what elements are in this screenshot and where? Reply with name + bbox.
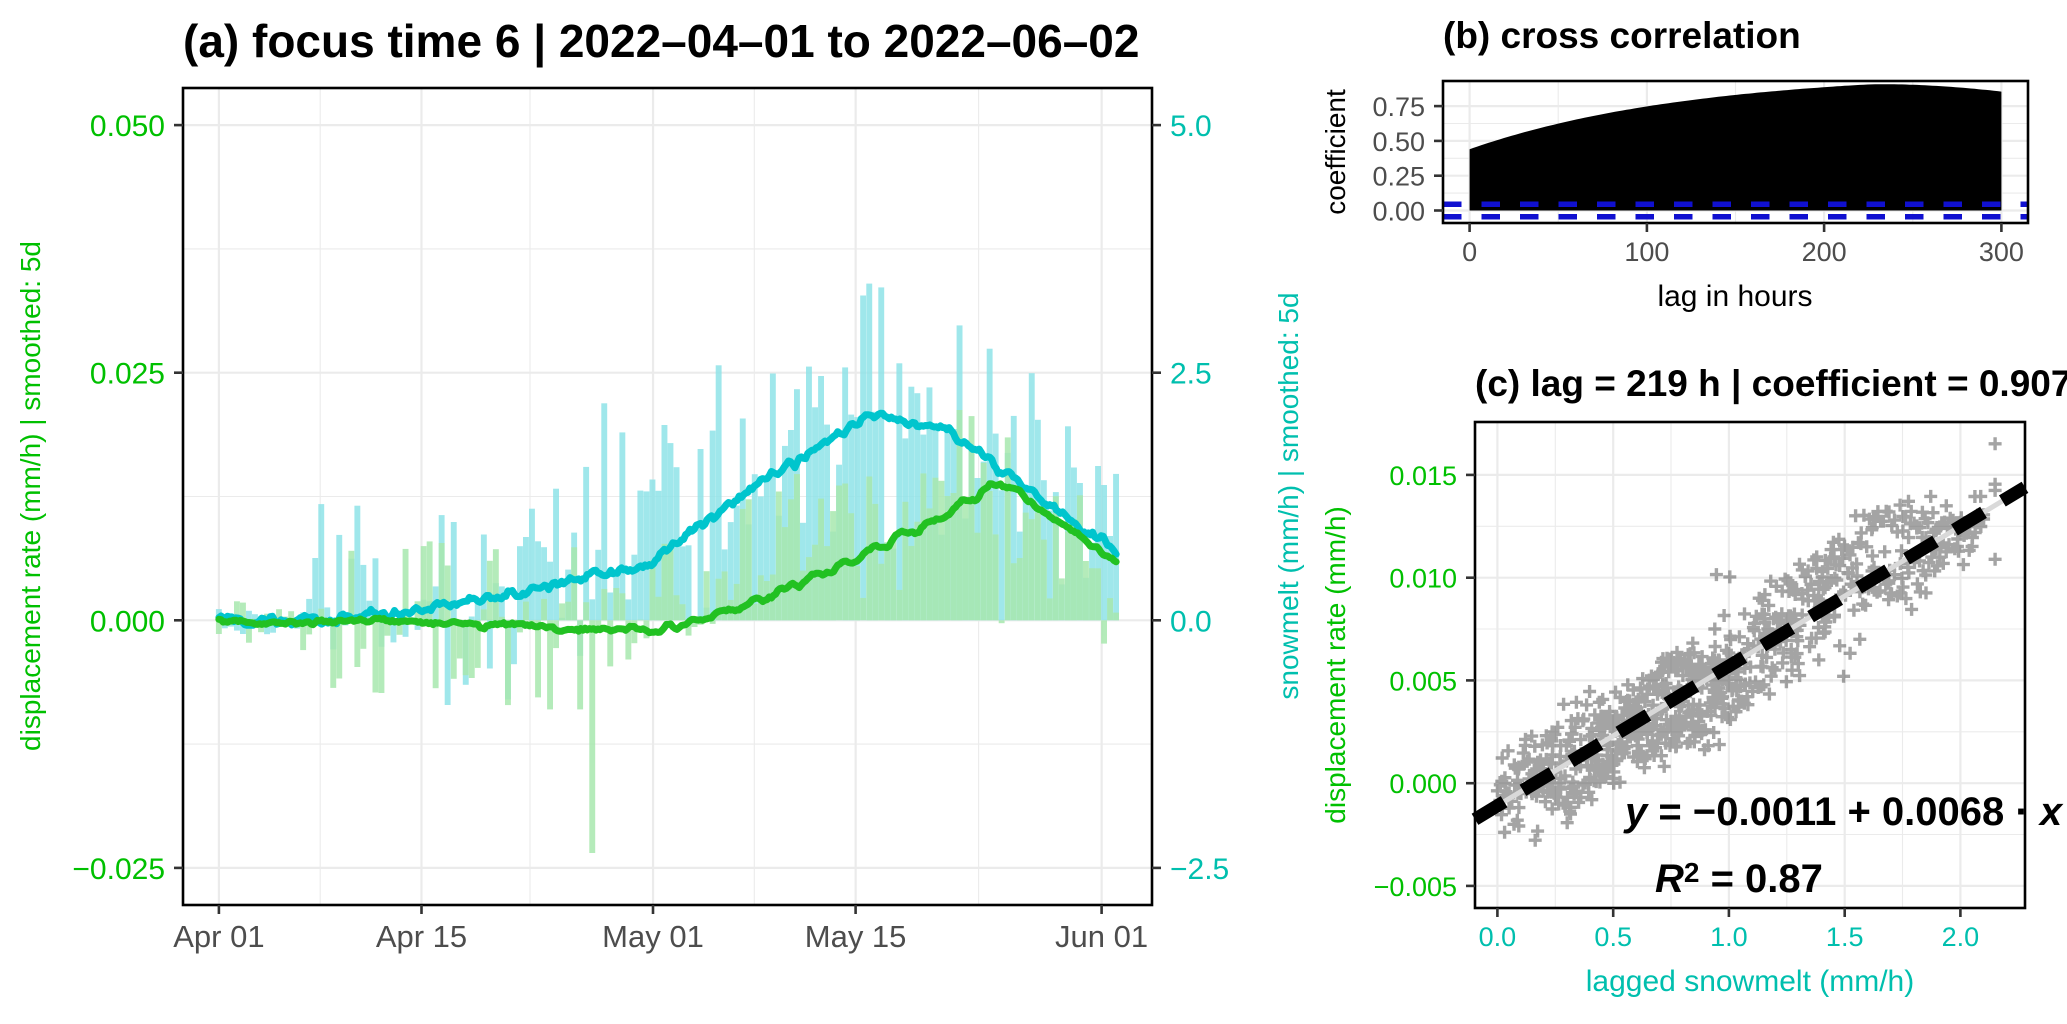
svg-text:0.005: 0.005 xyxy=(1389,666,1457,696)
svg-text:100: 100 xyxy=(1624,237,1669,267)
svg-text:−2.5: −2.5 xyxy=(1170,853,1229,886)
svg-text:0.00: 0.00 xyxy=(1372,197,1425,227)
svg-text:May 01: May 01 xyxy=(602,919,704,954)
svg-text:5.0: 5.0 xyxy=(1170,110,1212,143)
svg-text:May 15: May 15 xyxy=(805,919,907,954)
svg-text:−0.005: −0.005 xyxy=(1374,872,1457,902)
svg-text:0.000: 0.000 xyxy=(90,605,165,638)
svg-text:(b) cross correlation: (b) cross correlation xyxy=(1443,15,1801,56)
svg-text:y = −0.0011 + 0.0068 · x: y = −0.0011 + 0.0068 · x xyxy=(1623,790,2064,834)
svg-text:1.5: 1.5 xyxy=(1826,922,1864,952)
svg-text:displacement rate (mm/h) | smo: displacement rate (mm/h) | smoothed: 5d xyxy=(15,241,46,751)
svg-text:−0.025: −0.025 xyxy=(72,853,165,886)
svg-text:0.0: 0.0 xyxy=(1170,605,1212,638)
svg-text:0.50: 0.50 xyxy=(1372,127,1425,157)
svg-text:Apr 01: Apr 01 xyxy=(173,919,264,954)
svg-text:lagged snowmelt (mm/h): lagged snowmelt (mm/h) xyxy=(1586,965,1914,998)
svg-text:0.25: 0.25 xyxy=(1372,162,1425,192)
svg-text:0.0: 0.0 xyxy=(1479,922,1517,952)
svg-text:0.75: 0.75 xyxy=(1372,92,1425,122)
svg-text:0.010: 0.010 xyxy=(1389,564,1457,594)
svg-text:displacement rate (mm/h): displacement rate (mm/h) xyxy=(1320,506,1351,823)
svg-text:R2 = 0.87: R2 = 0.87 xyxy=(1655,857,1823,901)
svg-text:0.000: 0.000 xyxy=(1389,769,1457,799)
svg-text:0: 0 xyxy=(1462,237,1477,267)
svg-text:0.5: 0.5 xyxy=(1594,922,1632,952)
svg-text:0.025: 0.025 xyxy=(90,358,165,391)
svg-text:300: 300 xyxy=(1979,237,2024,267)
svg-text:Apr 15: Apr 15 xyxy=(376,919,467,954)
svg-text:2.5: 2.5 xyxy=(1170,358,1212,391)
svg-text:1.0: 1.0 xyxy=(1710,922,1748,952)
svg-text:lag in hours: lag in hours xyxy=(1657,280,1812,313)
svg-text:0.015: 0.015 xyxy=(1389,461,1457,491)
svg-text:coefficient: coefficient xyxy=(1320,89,1351,215)
svg-text:(a) focus time 6 | 2022–04–01: (a) focus time 6 | 2022–04–01 to 2022–06… xyxy=(183,15,1139,67)
svg-text:200: 200 xyxy=(1802,237,1847,267)
svg-text:snowmelt (mm/h) | smoothed: 5d: snowmelt (mm/h) | smoothed: 5d xyxy=(1273,292,1304,699)
svg-text:(c) lag = 219 h | coefficient: (c) lag = 219 h | coefficient = 0.907 xyxy=(1475,363,2067,405)
svg-text:0.050: 0.050 xyxy=(90,110,165,143)
svg-text:2.0: 2.0 xyxy=(1942,922,1980,952)
svg-text:Jun 01: Jun 01 xyxy=(1055,919,1148,954)
